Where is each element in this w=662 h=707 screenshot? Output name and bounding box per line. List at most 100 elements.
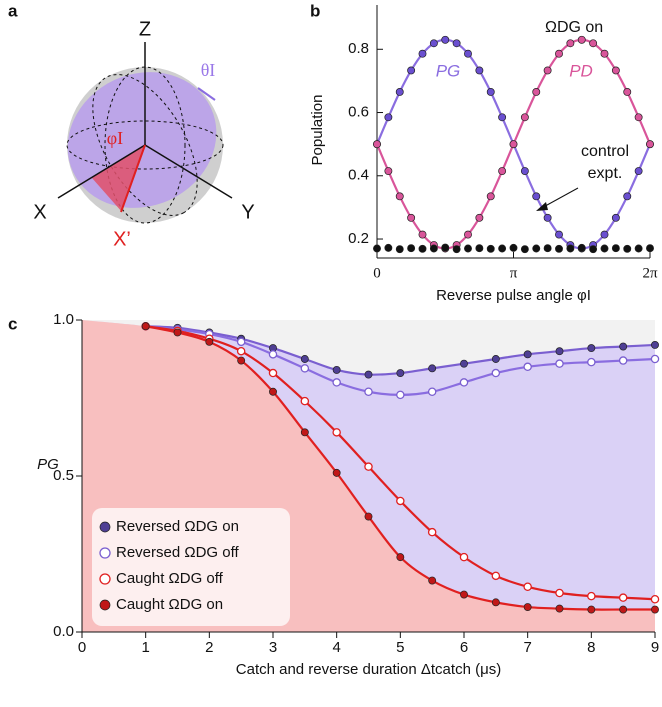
data-point — [364, 462, 373, 471]
meridian — [92, 74, 198, 216]
data-point — [532, 244, 541, 253]
legend-marker — [99, 599, 111, 611]
data-point — [566, 39, 575, 48]
data-point — [205, 337, 214, 346]
data-point — [523, 603, 532, 611]
data-point — [587, 357, 596, 367]
data-point — [634, 244, 643, 253]
y-axis-label: PG — [37, 456, 59, 473]
data-point — [141, 322, 150, 331]
x-tick-label: 6 — [460, 639, 468, 656]
legend-label: Reversed ΩDG off — [116, 544, 239, 561]
data-point — [407, 66, 416, 75]
data-point — [650, 354, 660, 364]
data-point — [611, 213, 620, 222]
data-point — [475, 213, 484, 222]
data-point — [532, 192, 541, 201]
data-point — [523, 350, 532, 359]
x-tick-label: 0 — [373, 265, 381, 281]
data-point — [587, 605, 596, 614]
data-point — [611, 66, 620, 75]
data-point — [332, 365, 341, 374]
data-point — [237, 356, 246, 365]
annotation: ΩDG on — [545, 19, 603, 36]
data-point — [452, 245, 461, 254]
data-point — [651, 605, 659, 614]
data-point — [428, 576, 437, 585]
data-point — [459, 378, 469, 387]
x-tick-label: 2π — [642, 265, 658, 281]
data-point — [619, 342, 628, 351]
data-point — [623, 192, 632, 201]
data-point — [395, 192, 404, 201]
angle-label: φI — [107, 128, 123, 148]
data-point — [555, 49, 563, 58]
data-point — [384, 167, 393, 175]
axis-label: Y — [241, 201, 254, 223]
data-point — [460, 359, 468, 368]
x-tick-label: 1 — [141, 639, 149, 656]
data-point — [452, 39, 461, 48]
axis — [57, 144, 146, 199]
data-point — [268, 350, 278, 359]
data-point — [600, 230, 609, 239]
data-point — [300, 355, 309, 363]
data-point — [577, 35, 586, 44]
y-tick-label: 0.0 — [53, 623, 74, 640]
data-point — [486, 192, 495, 201]
data-point — [589, 39, 598, 48]
data-point — [236, 337, 246, 347]
data-point — [646, 140, 654, 149]
data-point — [587, 344, 596, 353]
x-tick-label: 7 — [523, 639, 531, 656]
data-point — [509, 140, 518, 149]
data-point — [555, 359, 564, 368]
data-point — [364, 512, 373, 521]
data-point — [332, 378, 341, 387]
data-point — [459, 552, 469, 562]
data-point — [236, 346, 246, 356]
y-tick-label: 0.8 — [348, 40, 369, 57]
x-tick-label: 3 — [269, 639, 277, 656]
panel-label: b — [310, 1, 320, 20]
data-point — [441, 35, 450, 44]
data-point — [173, 328, 182, 337]
y-tick-label: 0.2 — [348, 230, 369, 247]
data-point — [427, 387, 437, 397]
data-point — [384, 243, 393, 252]
data-point — [509, 243, 518, 252]
legend-label: Caught ΩDG off — [116, 570, 224, 587]
data-point — [543, 244, 552, 253]
data-point — [300, 428, 309, 437]
annotation: expt. — [588, 165, 623, 182]
x-tick-label: 0 — [78, 639, 86, 656]
data-point — [577, 243, 586, 252]
data-point — [491, 571, 501, 581]
data-point — [418, 49, 427, 58]
data-point — [543, 213, 552, 222]
axis — [120, 144, 146, 213]
data-point — [600, 49, 609, 58]
legend-marker — [99, 573, 111, 585]
x-tick-label: 9 — [651, 639, 659, 656]
data-point — [475, 244, 484, 253]
legend-label: Reversed ΩDG on — [116, 518, 239, 535]
data-point — [555, 347, 564, 356]
legend-box — [92, 508, 290, 626]
data-point — [407, 213, 416, 222]
y-tick-label: 0.4 — [348, 167, 369, 184]
x-tick-label: 8 — [587, 639, 595, 656]
data-point — [587, 591, 596, 601]
data-point — [618, 356, 628, 365]
data-point — [555, 230, 563, 239]
axis-label: X’ — [113, 228, 131, 250]
data-point — [498, 167, 507, 175]
data-point — [429, 244, 438, 253]
x-tick-label: 2 — [205, 639, 213, 656]
data-point — [611, 244, 620, 253]
data-point — [555, 604, 564, 613]
data-point — [646, 244, 654, 253]
legend: Reversed ΩDG on Reversed ΩDG off Caught ΩD… — [92, 508, 290, 626]
